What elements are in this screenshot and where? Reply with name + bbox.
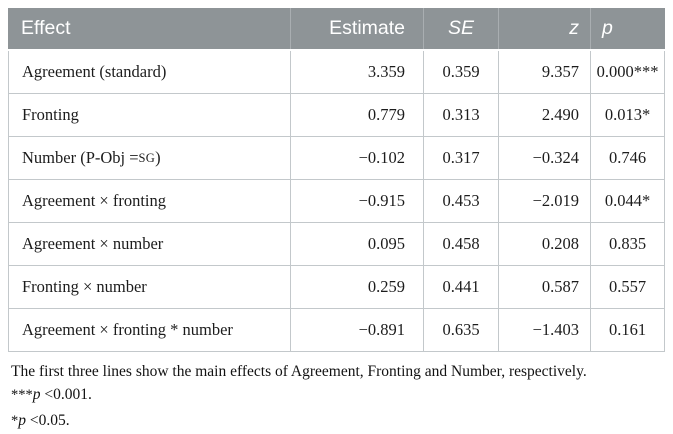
table-header-row: Effect Estimate SE z p <box>8 8 665 49</box>
cell-effect: Agreement × number <box>22 234 164 253</box>
cell-z: 2.490 <box>498 94 590 136</box>
footnote-significance-005: *p <0.05. <box>11 408 673 434</box>
cell-p: 0.044* <box>590 180 664 222</box>
footnote-significance-001: ***p <0.001. <box>11 382 673 408</box>
cell-se: 0.317 <box>423 137 498 179</box>
column-header-estimate: Estimate <box>290 8 423 49</box>
table-row: Agreement × fronting −0.915 0.453 −2.019… <box>9 180 664 223</box>
cell-effect: Agreement × fronting * number <box>22 320 233 339</box>
table-row: Fronting 0.779 0.313 2.490 0.013* <box>9 94 664 137</box>
column-header-z: z <box>498 8 590 49</box>
cell-z: −2.019 <box>498 180 590 222</box>
cell-effect: Fronting <box>22 105 79 124</box>
cell-p: 0.000*** <box>590 51 664 93</box>
effect-text: ) <box>155 148 161 167</box>
footnote-description: The first three lines show the main effe… <box>11 363 587 380</box>
cell-p: 0.557 <box>590 266 664 308</box>
cell-p: 0.161 <box>590 309 664 351</box>
cell-z: 0.587 <box>498 266 590 308</box>
p-symbol: p <box>18 412 26 429</box>
cell-estimate: 3.359 <box>290 51 423 93</box>
table-body: Agreement (standard) 3.359 0.359 9.357 0… <box>8 51 665 352</box>
cell-se: 0.453 <box>423 180 498 222</box>
column-header-se: SE <box>423 8 498 49</box>
cell-z: 0.208 <box>498 223 590 265</box>
cell-p: 0.835 <box>590 223 664 265</box>
table-row: Agreement × number 0.095 0.458 0.208 0.8… <box>9 223 664 266</box>
cell-z: 9.357 <box>498 51 590 93</box>
cell-estimate: 0.259 <box>290 266 423 308</box>
table-row: Number (P-Obj = SG) −0.102 0.317 −0.324 … <box>9 137 664 180</box>
cell-z: −0.324 <box>498 137 590 179</box>
cell-effect: Agreement × fronting <box>22 191 167 210</box>
cell-effect: Fronting × number <box>22 277 147 296</box>
cell-estimate: 0.095 <box>290 223 423 265</box>
cell-effect: Number (P-Obj = SG) <box>9 137 290 179</box>
cell-z: −1.403 <box>498 309 590 351</box>
significance-stars: *** <box>11 387 33 403</box>
statistics-table: Effect Estimate SE z p Agreement (standa… <box>8 8 665 352</box>
column-header-effect: Effect <box>21 17 71 39</box>
threshold-text: <0.05. <box>26 412 70 429</box>
table-row: Agreement (standard) 3.359 0.359 9.357 0… <box>9 51 664 94</box>
cell-se: 0.359 <box>423 51 498 93</box>
table-footnotes: The first three lines show the main effe… <box>11 361 673 434</box>
cell-se: 0.313 <box>423 94 498 136</box>
cell-estimate: −0.102 <box>290 137 423 179</box>
significance-stars: * <box>11 413 19 429</box>
cell-se: 0.635 <box>423 309 498 351</box>
cell-p: 0.013* <box>590 94 664 136</box>
effect-text: Number (P-Obj = <box>22 148 139 167</box>
cell-estimate: −0.891 <box>290 309 423 351</box>
cell-se: 0.441 <box>423 266 498 308</box>
column-header-p: p <box>590 8 665 49</box>
cell-estimate: −0.915 <box>290 180 423 222</box>
p-symbol: p <box>32 386 41 403</box>
table-row: Fronting × number 0.259 0.441 0.587 0.55… <box>9 266 664 309</box>
threshold-text: <0.001. <box>40 386 92 403</box>
cell-p: 0.746 <box>590 137 664 179</box>
cell-effect: Agreement (standard) <box>22 62 167 81</box>
table-row: Agreement × fronting * number −0.891 0.6… <box>9 309 664 351</box>
cell-se: 0.458 <box>423 223 498 265</box>
cell-estimate: 0.779 <box>290 94 423 136</box>
smallcaps-sg: SG <box>138 150 156 165</box>
